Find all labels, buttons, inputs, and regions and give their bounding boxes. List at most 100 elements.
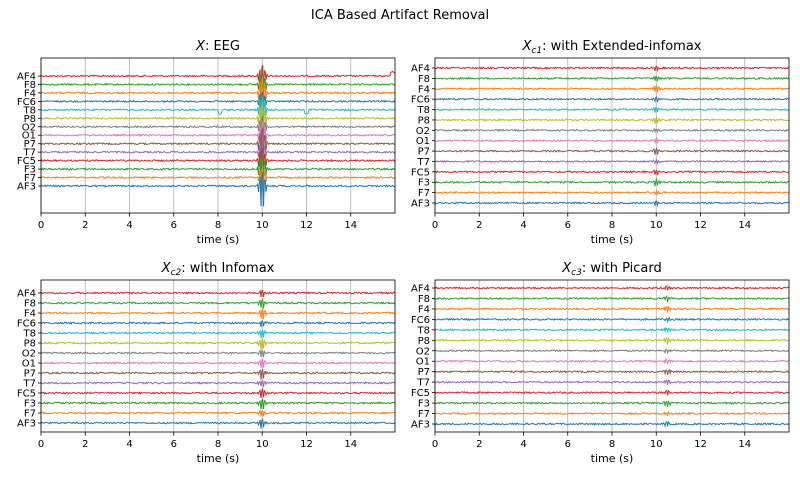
y-tick-label: T7 [417, 157, 430, 168]
series-line-F8 [40, 70, 396, 105]
series-line-AF3 [434, 420, 790, 428]
y-tick-label: P8 [24, 114, 36, 125]
x-tick-label: 0 [38, 220, 44, 231]
x-tick-label: 12 [694, 439, 707, 450]
y-tick-label: F7 [418, 188, 430, 199]
x-axis-label: time (s) [591, 233, 634, 246]
series-line-F8 [434, 75, 790, 82]
x-tick-label: 10 [650, 439, 663, 450]
y-tick-label: P8 [418, 115, 430, 126]
x-tick-label: 4 [520, 439, 526, 450]
y-tick-label: O2 [416, 346, 430, 357]
y-tick-label: AF3 [411, 420, 430, 431]
y-tick-label: F3 [418, 399, 430, 410]
series-line-O1 [40, 121, 395, 156]
y-tick-label: F3 [24, 165, 36, 176]
series-line-F8 [434, 294, 790, 303]
x-tick-label: 8 [215, 220, 221, 231]
series-line-O2 [434, 127, 790, 134]
subplot-title: Xc2: with Infomax [161, 261, 275, 278]
series-line-F7 [40, 408, 396, 417]
y-tick-label: F3 [24, 399, 36, 410]
subplot-title: Xc1: with Extended-infomax [522, 39, 702, 56]
y-tick-label: FC6 [411, 315, 430, 326]
x-tick-label: 10 [256, 439, 269, 450]
y-tick-label: P8 [24, 339, 36, 350]
y-tick-label: T8 [23, 329, 36, 340]
y-tick-label: F8 [418, 294, 430, 305]
series-line-F3 [41, 397, 396, 410]
series-line-P7 [434, 369, 790, 376]
series-line-O1 [434, 358, 790, 365]
series-line-P8 [40, 102, 396, 144]
series-line-T7 [40, 379, 396, 387]
series-line-F4 [40, 76, 396, 119]
x-tick-label: 6 [565, 220, 571, 231]
y-tick-label: FC6 [17, 319, 36, 330]
y-tick-label: FC5 [17, 389, 36, 400]
series-line-AF4 [434, 65, 790, 73]
series-line-P7 [40, 127, 396, 169]
series-line-F3 [435, 400, 790, 407]
x-tick-label: 14 [344, 439, 357, 450]
series-line-F3 [40, 151, 396, 195]
x-axis-label: time (s) [197, 233, 240, 246]
y-tick-label: AF3 [17, 419, 36, 430]
series-line-P8 [434, 336, 790, 345]
y-tick-label: O1 [22, 359, 36, 370]
series-line-F7 [434, 410, 790, 417]
series-line-O2 [434, 348, 789, 355]
y-tick-label: F8 [24, 80, 36, 91]
series-line-P8 [434, 116, 790, 124]
y-tick-label: F8 [418, 74, 430, 85]
series-line-T7 [41, 142, 396, 169]
series-line-P7 [40, 368, 396, 380]
series-line-O2 [40, 349, 396, 358]
series-line-F4 [434, 305, 790, 313]
series-line-FC6 [434, 316, 790, 324]
y-tick-label: AF4 [17, 72, 36, 83]
x-tick-label: 2 [476, 439, 482, 450]
series-line-AF4 [40, 289, 396, 298]
y-tick-label: P7 [24, 139, 36, 150]
y-tick-label: O1 [416, 357, 430, 368]
subplot-title: Xc3: with Picard [561, 261, 661, 278]
series-line-T7 [434, 379, 789, 385]
subplot-title: X: EEG [195, 39, 240, 54]
x-tick-label: 10 [256, 220, 269, 231]
series-line-FC6 [40, 320, 396, 328]
x-tick-label: 8 [609, 439, 615, 450]
series-line-AF4 [40, 64, 396, 91]
y-tick-label: F7 [24, 409, 36, 420]
x-tick-label: 8 [215, 439, 221, 450]
x-tick-label: 2 [82, 220, 88, 231]
x-tick-label: 6 [565, 439, 571, 450]
y-tick-label: T7 [417, 378, 430, 389]
x-tick-label: 12 [300, 220, 313, 231]
y-tick-label: T8 [23, 105, 36, 116]
y-tick-label: F7 [24, 173, 36, 184]
x-tick-label: 8 [609, 220, 615, 231]
y-tick-label: AF4 [17, 289, 36, 300]
series-line-P7 [435, 147, 790, 155]
x-tick-label: 14 [738, 439, 751, 450]
y-tick-label: O1 [416, 136, 430, 147]
series-line-O1 [40, 358, 396, 368]
y-tick-label: T7 [23, 379, 36, 390]
y-tick-label: FC5 [411, 388, 430, 399]
x-tick-label: 14 [738, 220, 751, 231]
y-tick-label: F8 [24, 299, 36, 310]
series-line-FC6 [434, 96, 790, 104]
x-tick-label: 14 [344, 220, 357, 231]
y-tick-label: O1 [22, 131, 36, 142]
series-line-O1 [434, 137, 790, 145]
x-tick-label: 0 [38, 439, 44, 450]
y-tick-label: P8 [418, 336, 430, 347]
y-tick-label: FC5 [17, 156, 36, 167]
y-tick-label: AF4 [411, 64, 430, 75]
y-tick-label: P7 [24, 369, 36, 380]
